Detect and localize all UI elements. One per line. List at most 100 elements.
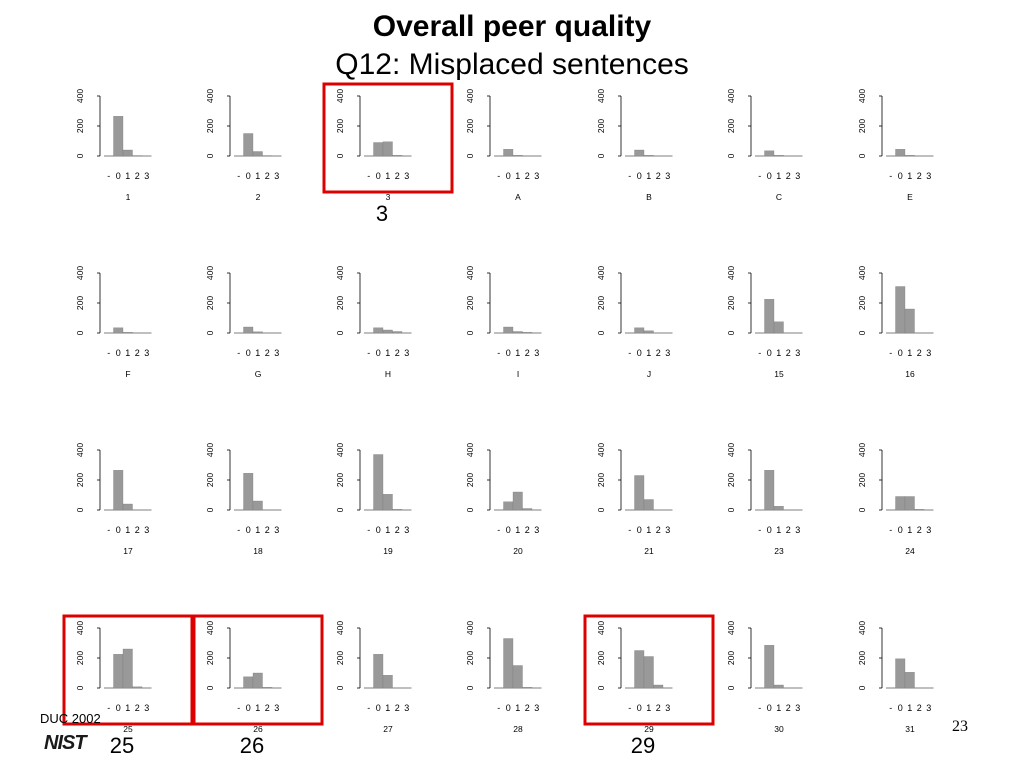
x-tick-label: 0 <box>376 171 381 181</box>
x-tick-label: 2 <box>786 525 791 535</box>
x-tick-label: - <box>628 348 631 358</box>
histogram-bar <box>113 470 124 511</box>
histogram-bar <box>764 470 775 511</box>
histogram-bar <box>132 686 143 689</box>
panel-label: 28 <box>513 724 523 734</box>
y-tick-label: 0 <box>465 330 475 335</box>
y-tick-label: 0 <box>596 507 606 512</box>
histogram-bar <box>643 155 654 157</box>
y-tick-label: 200 <box>726 296 736 310</box>
x-tick-label: 0 <box>506 525 511 535</box>
x-tick-label: 0 <box>506 703 511 713</box>
histogram-bar <box>373 142 384 157</box>
x-tick-label: 0 <box>116 171 121 181</box>
panel-label: H <box>385 369 391 379</box>
y-tick-label: 200 <box>205 473 215 487</box>
panel-label: G <box>255 369 262 379</box>
panel-label: B <box>646 192 652 202</box>
x-tick-label: 1 <box>385 703 390 713</box>
histogram-bar <box>392 509 403 511</box>
x-tick-label: - <box>237 525 240 535</box>
y-tick-label: 400 <box>205 621 215 635</box>
panel-label: I <box>517 369 519 379</box>
x-tick-label: 3 <box>404 171 409 181</box>
y-tick-label: 400 <box>596 89 606 103</box>
x-tick-label: - <box>628 703 631 713</box>
x-tick-label: - <box>889 703 892 713</box>
y-tick-label: 400 <box>465 621 475 635</box>
histogram-bar <box>252 331 263 334</box>
x-tick-label: 2 <box>265 171 270 181</box>
y-tick-label: 200 <box>726 651 736 665</box>
histogram-bar <box>522 687 533 689</box>
histogram-bar <box>895 149 906 157</box>
y-tick-label: 0 <box>596 685 606 690</box>
x-tick-label: - <box>758 703 761 713</box>
histogram-bar <box>512 665 523 689</box>
x-tick-label: 3 <box>926 525 931 535</box>
x-tick-label: 1 <box>255 348 260 358</box>
y-tick-label: 200 <box>75 296 85 310</box>
x-tick-label: 2 <box>395 703 400 713</box>
histogram-bar <box>914 509 925 511</box>
histogram-bar <box>122 332 133 334</box>
y-tick-label: 200 <box>596 651 606 665</box>
footer-org-text: DUC 2002 <box>40 711 101 726</box>
y-tick-label: 0 <box>726 507 736 512</box>
x-tick-label: 0 <box>637 348 642 358</box>
x-tick-label: 3 <box>404 703 409 713</box>
x-tick-label: 1 <box>646 348 651 358</box>
highlight-box <box>322 82 454 194</box>
highlight-annotation: 26 <box>240 733 264 758</box>
histogram-bar <box>643 499 654 511</box>
x-tick-label: 2 <box>786 171 791 181</box>
highlight-box <box>192 614 324 726</box>
x-tick-label: 1 <box>125 525 130 535</box>
x-tick-label: 2 <box>265 348 270 358</box>
y-tick-label: 400 <box>726 89 736 103</box>
highlight-box <box>62 614 194 726</box>
panel-label: 16 <box>905 369 915 379</box>
y-tick-label: 0 <box>726 685 736 690</box>
y-tick-label: 400 <box>465 89 475 103</box>
x-tick-label: 2 <box>395 171 400 181</box>
x-tick-label: 0 <box>898 348 903 358</box>
x-tick-label: 1 <box>125 348 130 358</box>
y-tick-label: 400 <box>857 89 867 103</box>
y-tick-label: 400 <box>335 443 345 457</box>
x-tick-label: 3 <box>534 525 539 535</box>
x-tick-label: 3 <box>665 348 670 358</box>
x-tick-label: 0 <box>637 525 642 535</box>
y-tick-label: 400 <box>75 621 85 635</box>
y-tick-label: 200 <box>465 119 475 133</box>
y-tick-label: 200 <box>465 296 475 310</box>
x-tick-label: 1 <box>255 525 260 535</box>
y-tick-label: 0 <box>465 685 475 690</box>
y-tick-label: 0 <box>335 685 345 690</box>
histogram-bar <box>113 116 124 157</box>
histogram-bar <box>373 454 384 511</box>
x-tick-label: - <box>107 703 110 713</box>
x-tick-label: 1 <box>125 703 130 713</box>
x-tick-label: - <box>497 525 500 535</box>
y-tick-label: 0 <box>75 507 85 512</box>
x-tick-label: 3 <box>404 525 409 535</box>
x-tick-label: 0 <box>246 348 251 358</box>
x-tick-label: 0 <box>898 525 903 535</box>
x-tick-label: 3 <box>926 171 931 181</box>
x-tick-label: 1 <box>907 525 912 535</box>
histogram-bar <box>764 150 775 157</box>
slide-subtitle: Q12: Misplaced sentences <box>335 48 689 81</box>
histogram-bar <box>243 326 254 334</box>
x-tick-label: - <box>367 525 370 535</box>
x-tick-label: 3 <box>665 703 670 713</box>
x-tick-label: 3 <box>795 703 800 713</box>
